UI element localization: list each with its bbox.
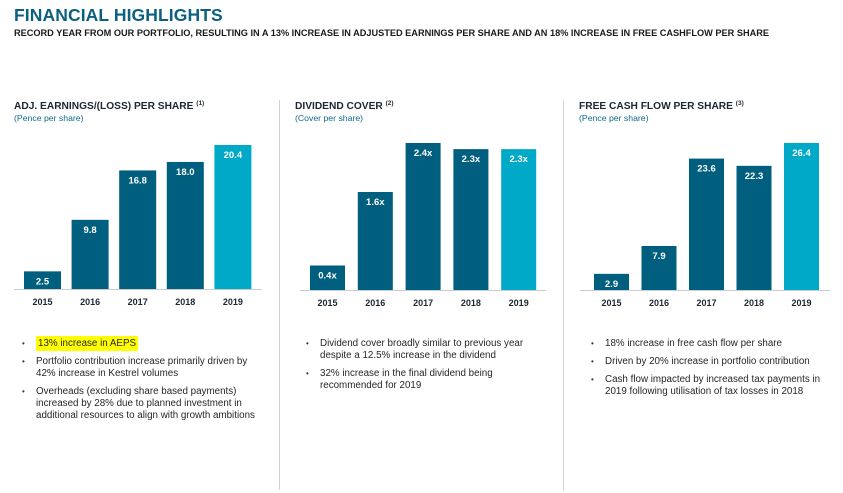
bar-2018	[166, 161, 204, 289]
free-cash-flow-bar-chart: 2.9 2015 7.9 2016 23.6 2017 22.3 2018 26.4 2019	[580, 143, 830, 308]
chart-title: DIVIDEND COVER (2)	[295, 100, 394, 112]
x-tick-label: 2015	[32, 297, 52, 307]
bullet-item: Dividend cover broadly similar to previo…	[306, 338, 556, 362]
bar-2015	[24, 271, 61, 289]
panel-dividend-cover: DIVIDEND COVER (2) (Cover per share) 0.4…	[280, 98, 563, 493]
bar-2016	[641, 246, 677, 290]
x-tick-label: 2019	[223, 297, 243, 307]
bar-2019	[214, 145, 252, 289]
x-tick-label: 2015	[601, 298, 621, 308]
x-tick-label: 2019	[791, 298, 811, 308]
bar-value-label: 26.4	[792, 148, 811, 159]
x-tick-label: 2018	[461, 298, 481, 308]
dividend-cover-bar-chart: 0.4x 2015 1.6x 2016 2.4x 2017 2.3x 2018 2.3x 2019	[300, 143, 546, 308]
bar-value-label: 18.0	[176, 167, 195, 178]
bar-2017	[689, 158, 724, 290]
chart-unit: (Pence per share)	[579, 113, 649, 123]
panel-divider	[279, 100, 280, 490]
x-tick-label: 2016	[365, 298, 385, 308]
bullet-item: 32% increase in the final dividend being…	[306, 368, 556, 392]
highlighted-text: 13% increase in AEPS	[36, 336, 139, 351]
bar-value-label: 2.3x	[462, 154, 481, 165]
bar-value-label: 9.8	[83, 225, 96, 236]
bar-2015	[594, 273, 629, 290]
bar-value-label: 16.8	[128, 175, 147, 186]
bar-value-label: 0.4x	[318, 271, 337, 282]
x-tick-label: 2017	[696, 298, 716, 308]
bar-2019	[784, 143, 819, 290]
footnote-marker: (2)	[385, 100, 394, 107]
bullet-item: 13% increase in AEPS	[22, 336, 262, 351]
chart-title-text: DIVIDEND COVER	[295, 101, 383, 112]
bullet-list: Dividend cover broadly similar to previo…	[306, 338, 556, 398]
x-tick-label: 2017	[128, 297, 148, 307]
bar-2015	[310, 265, 345, 290]
bullet-item: Cash flow impacted by increased tax paym…	[591, 374, 831, 398]
bar-value-label: 2.5	[36, 276, 50, 287]
bar-value-label: 23.6	[697, 164, 716, 175]
chart-title: ADJ. EARNINGS/(LOSS) PER SHARE (1)	[14, 100, 204, 112]
bullet-item: 18% increase in free cash flow per share	[591, 338, 831, 350]
chart-title: FREE CASH FLOW PER SHARE (3)	[579, 100, 744, 112]
x-tick-label: 2016	[80, 297, 100, 307]
page-title: FINANCIAL HIGHLIGHTS	[14, 5, 223, 25]
bar-2017	[405, 143, 441, 290]
bullet-item: Driven by 20% increase in portfolio cont…	[591, 356, 831, 368]
bar-value-label: 7.9	[652, 251, 665, 262]
panel-earnings-per-share: ADJ. EARNINGS/(LOSS) PER SHARE (1) (Penc…	[0, 98, 279, 493]
x-tick-label: 2016	[649, 298, 669, 308]
chart-title-text: FREE CASH FLOW PER SHARE	[579, 101, 733, 112]
panel-divider	[563, 100, 564, 490]
bar-2016	[71, 219, 109, 289]
footnote-marker: (3)	[735, 100, 744, 107]
panel-free-cash-flow: FREE CASH FLOW PER SHARE (3) (Pence per …	[564, 98, 843, 493]
footnote-marker: (1)	[196, 100, 205, 107]
bar-value-label: 1.6x	[366, 197, 385, 208]
bar-2018	[736, 165, 772, 290]
bar-value-label: 22.3	[745, 171, 764, 182]
bullet-item: Portfolio contribution increase primaril…	[22, 356, 262, 380]
bar-value-label: 20.4	[224, 150, 243, 161]
bar-2017	[119, 170, 157, 289]
bar-value-label: 2.4x	[414, 148, 433, 159]
bullet-list: 13% increase in AEPS Portfolio contribut…	[22, 336, 262, 428]
bar-2018	[453, 149, 489, 290]
earnings-bar-chart: 2.5 2015 9.8 2016 16.8 2017 18.0 2018 20.4 2019	[14, 145, 262, 307]
x-tick-label: 2017	[413, 298, 433, 308]
x-tick-label: 2019	[509, 298, 529, 308]
x-tick-label: 2018	[744, 298, 764, 308]
bar-value-label: 2.3x	[509, 154, 528, 165]
bar-2016	[357, 192, 393, 290]
chart-title-text: ADJ. EARNINGS/(LOSS) PER SHARE	[14, 101, 194, 112]
chart-unit: (Pence per share)	[14, 113, 84, 123]
bullet-item: Overheads (excluding share based payment…	[22, 386, 262, 422]
x-tick-label: 2018	[175, 297, 195, 307]
chart-unit: (Cover per share)	[295, 113, 364, 123]
bar-2019	[501, 149, 537, 290]
bar-value-label: 2.9	[605, 279, 618, 290]
x-tick-label: 2015	[317, 298, 337, 308]
page-subtitle: RECORD YEAR FROM OUR PORTFOLIO, RESULTIN…	[14, 28, 769, 38]
bullet-list: 18% increase in free cash flow per share…	[591, 338, 831, 404]
